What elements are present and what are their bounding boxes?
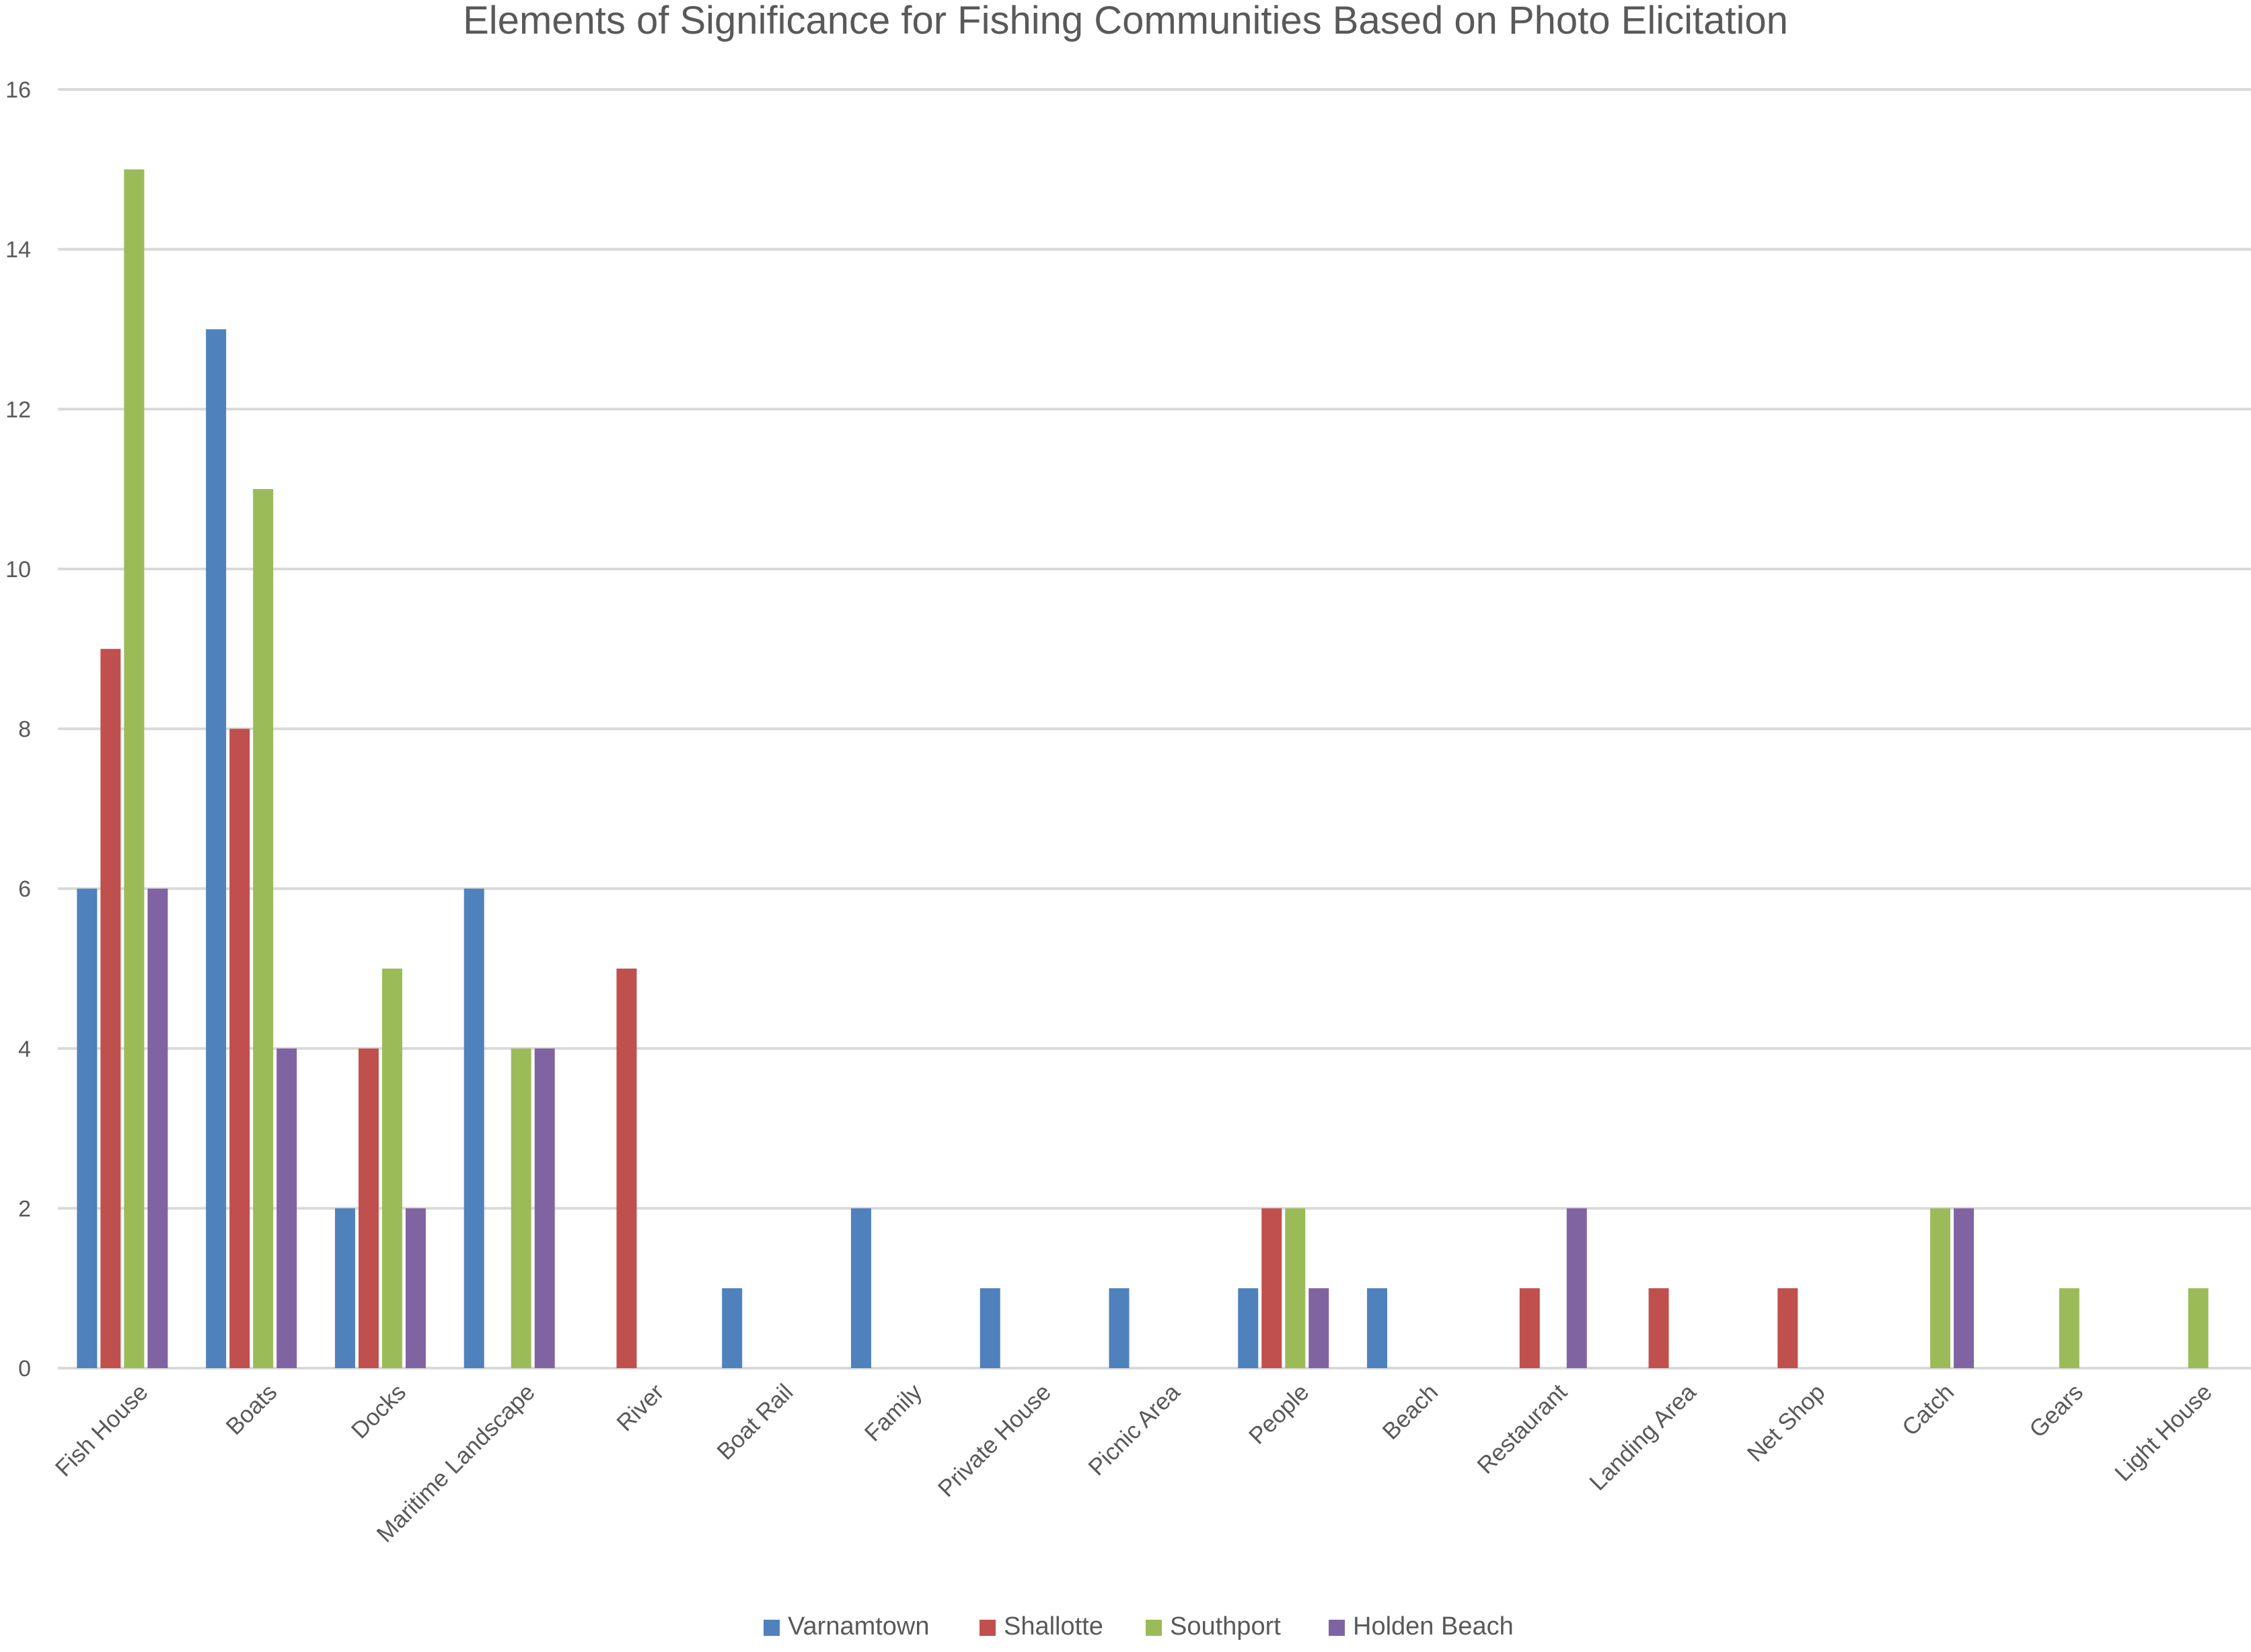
x-tick-label: Family xyxy=(860,1379,928,1447)
x-tick-label: Beach xyxy=(1377,1379,1443,1445)
bar xyxy=(405,1208,426,1368)
legend-swatch xyxy=(1329,1620,1345,1636)
bar xyxy=(1648,1288,1669,1368)
bar xyxy=(334,1208,355,1368)
y-tick-label: 6 xyxy=(18,876,31,902)
x-tick-label: Net Shop xyxy=(1742,1379,1831,1467)
legend-item: Southport xyxy=(1146,1612,1281,1641)
x-tick-label: River xyxy=(612,1379,669,1437)
bar xyxy=(2059,1288,2079,1368)
y-tick-label: 8 xyxy=(18,717,31,743)
y-tick-label: 16 xyxy=(5,77,31,103)
bar xyxy=(980,1288,1000,1368)
y-axis-ticks: 0 2 4 6 8 10 12 14 16 xyxy=(5,77,31,1382)
bar xyxy=(1308,1288,1329,1368)
legend-label: Varnamtown xyxy=(788,1612,930,1641)
x-tick-label: Light House xyxy=(2110,1379,2217,1487)
x-tick-label: Private House xyxy=(933,1379,1056,1502)
legend-swatch xyxy=(1146,1620,1162,1636)
chart-title: Elements of Significance for Fishing Com… xyxy=(463,0,1788,42)
bar xyxy=(1261,1208,1282,1368)
bar xyxy=(206,329,227,1368)
x-tick-label: Fish House xyxy=(50,1379,153,1482)
y-tick-label: 4 xyxy=(18,1037,31,1062)
bar xyxy=(850,1208,871,1368)
bar xyxy=(253,489,274,1368)
bar xyxy=(1109,1288,1130,1368)
bar xyxy=(1954,1208,1975,1368)
legend-label: Holden Beach xyxy=(1353,1612,1514,1641)
legend-item: Shallotte xyxy=(980,1612,1103,1641)
bars xyxy=(77,169,2209,1368)
bar xyxy=(1777,1288,1798,1368)
x-tick-label: Catch xyxy=(1897,1379,1959,1441)
x-tick-label: People xyxy=(1244,1379,1315,1450)
bar xyxy=(1930,1208,1951,1368)
bar xyxy=(722,1288,743,1368)
bar xyxy=(1367,1288,1388,1368)
y-tick-label: 0 xyxy=(18,1356,31,1382)
bar xyxy=(100,648,121,1368)
bar xyxy=(1238,1288,1259,1368)
bar xyxy=(511,1048,531,1368)
bar xyxy=(276,1048,297,1368)
legend-label: Shallotte xyxy=(1004,1612,1103,1641)
legend-swatch xyxy=(980,1620,996,1636)
bar xyxy=(147,889,168,1368)
legend-swatch xyxy=(764,1620,780,1636)
y-tick-label: 2 xyxy=(18,1196,31,1222)
x-tick-label: Docks xyxy=(346,1379,411,1443)
x-tick-label: Boat Rail xyxy=(712,1379,798,1465)
bar xyxy=(616,968,637,1368)
x-tick-label: Gears xyxy=(2024,1379,2088,1443)
bar xyxy=(464,889,484,1368)
x-tick-label: Picnic Area xyxy=(1083,1379,1185,1481)
x-tick-label: Boats xyxy=(221,1379,282,1440)
legend: Varnamtown Shallotte Southport Holden Beach xyxy=(764,1612,1514,1641)
bar xyxy=(229,728,250,1368)
bar xyxy=(77,889,98,1368)
bar xyxy=(381,968,402,1368)
bar xyxy=(1519,1288,1540,1368)
bar xyxy=(358,1048,379,1368)
bar xyxy=(534,1048,555,1368)
bar xyxy=(1566,1208,1587,1368)
legend-item: Varnamtown xyxy=(764,1612,930,1641)
x-tick-label: Landing Area xyxy=(1584,1379,1701,1496)
legend-label: Southport xyxy=(1170,1612,1281,1641)
x-tick-label: Restaurant xyxy=(1472,1379,1572,1479)
legend-item: Holden Beach xyxy=(1329,1612,1514,1641)
y-tick-label: 12 xyxy=(5,397,31,422)
y-tick-label: 10 xyxy=(5,557,31,583)
y-tick-label: 14 xyxy=(5,237,31,263)
bar xyxy=(124,169,145,1368)
bar xyxy=(2188,1288,2209,1368)
bar xyxy=(1285,1208,1306,1368)
